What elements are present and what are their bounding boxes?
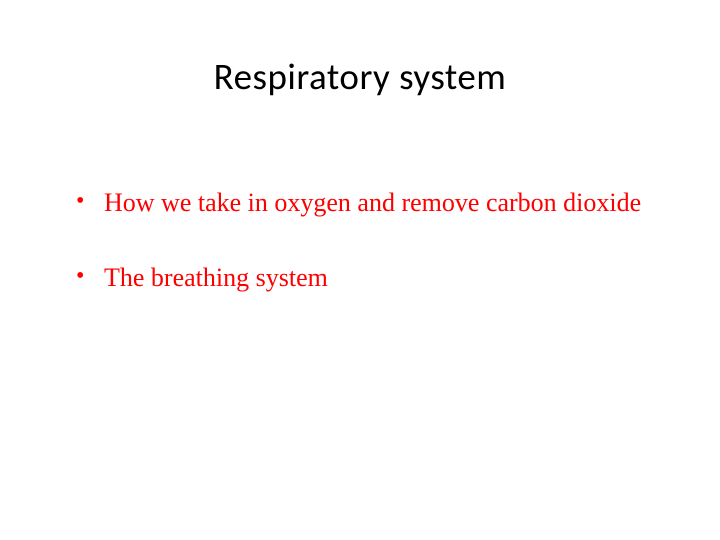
bullet-item: How we take in oxygen and remove carbon … — [76, 187, 660, 218]
slide-title: Respiratory system — [0, 0, 720, 99]
bullet-text: The breathing system — [104, 263, 328, 292]
bullet-item: The breathing system — [76, 262, 660, 293]
slide-content: How we take in oxygen and remove carbon … — [0, 99, 720, 293]
slide-container: Respiratory system How we take in oxygen… — [0, 0, 720, 540]
bullet-text: How we take in oxygen and remove carbon … — [104, 188, 641, 217]
bullet-list: How we take in oxygen and remove carbon … — [76, 187, 660, 293]
